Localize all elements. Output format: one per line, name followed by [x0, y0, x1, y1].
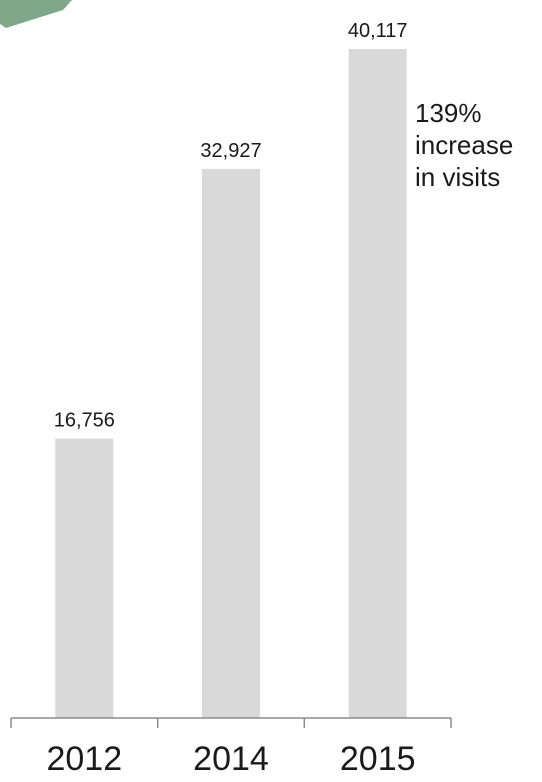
value-label-2012: 16,756 [54, 410, 115, 432]
corner-decoration [0, 0, 72, 28]
bars-layer [55, 49, 407, 718]
x-tick-label-2015: 2015 [340, 740, 416, 778]
bar-2012 [55, 438, 114, 718]
annotation-line-3: in visits [415, 162, 501, 192]
increase-annotation: 139% increase in visits [415, 97, 540, 193]
value-label-2015: 40,117 [348, 20, 408, 42]
x-axis [10, 717, 452, 728]
labels-layer: 16,756 2012 32,927 2014 40,117 2015 [46, 20, 415, 778]
bar-2015 [348, 49, 407, 718]
x-tick-label-2012: 2012 [46, 740, 122, 778]
annotation-line-2: increase [415, 130, 514, 160]
x-tick-label-2014: 2014 [193, 740, 269, 778]
bar-2014 [202, 168, 260, 718]
value-label-2014: 32,927 [200, 140, 261, 162]
annotation-line-1: 139% [415, 98, 482, 128]
